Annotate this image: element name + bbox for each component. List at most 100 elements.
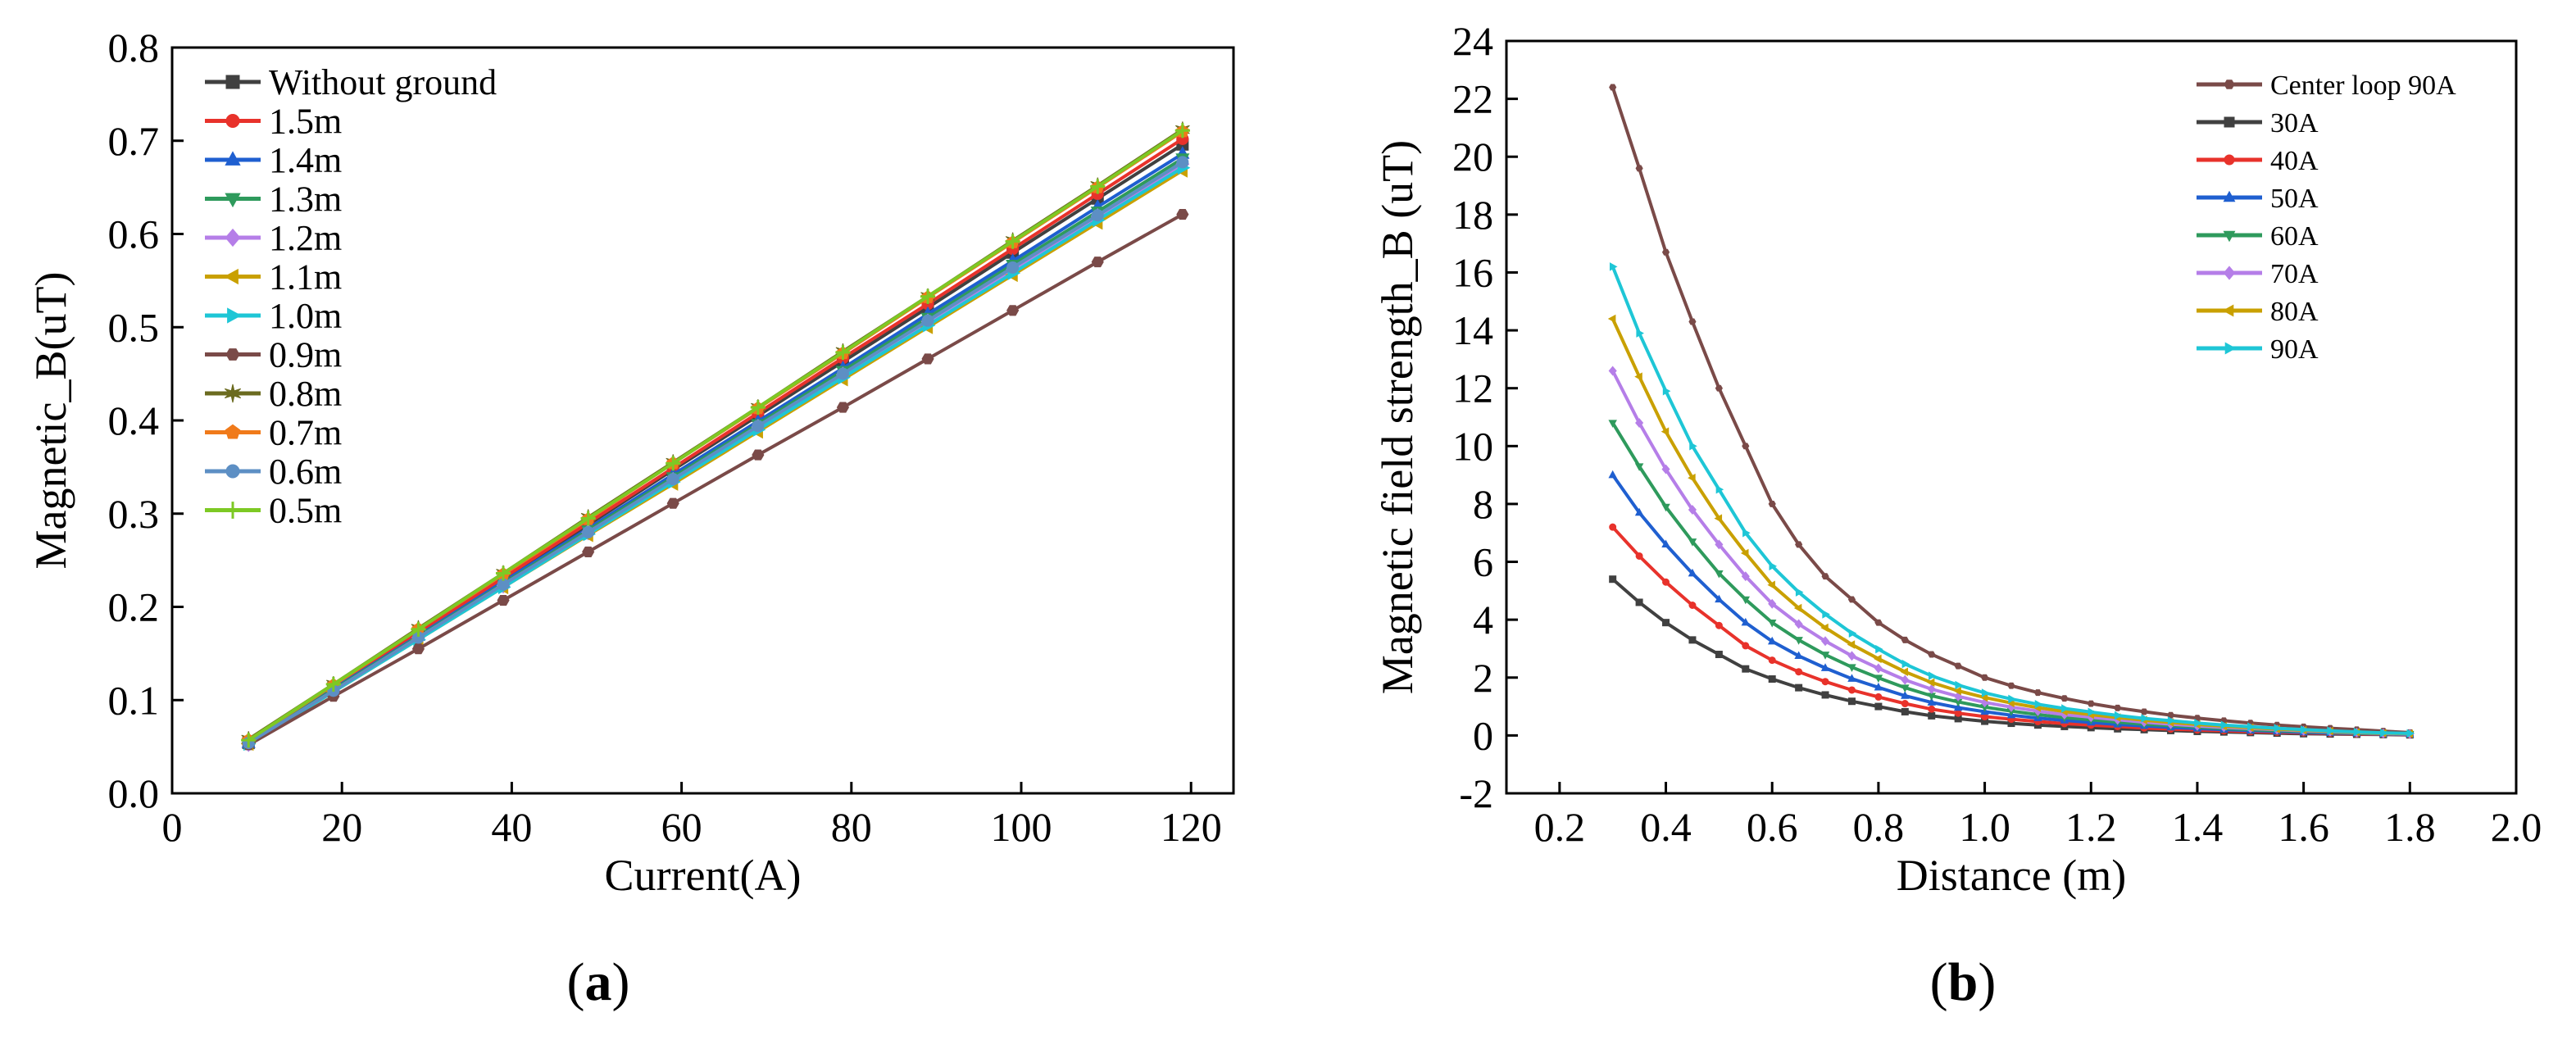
- chart-b-point-90a: [1955, 680, 1963, 690]
- chart-a-x-tick-label: 60: [661, 804, 702, 850]
- chart-b-point-90a: [1981, 688, 1990, 697]
- chart-b-point-70a: [1847, 651, 1856, 661]
- chart-a-point-0-9m: [1091, 257, 1104, 268]
- chart-b-point-70a: [1927, 683, 1936, 694]
- chart-b-y-tick-label: 16: [1452, 249, 1493, 295]
- chart-b-point-40a: [1635, 552, 1643, 560]
- chart-a-legend-marker-1-5m: [225, 114, 240, 128]
- chart-a-legend-marker-1-1m: [224, 268, 239, 285]
- chart-b-y-tick-label: 18: [1452, 192, 1493, 238]
- chart-a-legend-marker-1-3m: [225, 193, 241, 208]
- chart-b-point-60a: [1874, 674, 1883, 683]
- chart-b-x-tick-label: 2.0: [2491, 804, 2542, 850]
- chart-b-point-30a: [1928, 711, 1936, 720]
- chart-b-point-center-loop-90a: [1954, 662, 1962, 670]
- chart-b-point-80a: [1714, 514, 1723, 523]
- chart-a-y-tick-label: 0.6: [108, 211, 160, 257]
- chart-a: 0 20 40 60 80 100 120 0.0 0.1 0.2 0.3 0.4 0.5 0.6 0.7 0…: [26, 25, 1235, 900]
- chart-b-point-80a: [1820, 623, 1829, 633]
- panel-label-b-close: ): [1978, 952, 1996, 1012]
- chart-b-point-90a: [2327, 726, 2335, 735]
- chart-b-point-80a: [1661, 427, 1670, 436]
- chart-a-point-0-9m: [582, 546, 595, 557]
- chart-b-point-30a: [1821, 691, 1829, 699]
- chart-a-legend-label-0-9m: 0.9m: [269, 335, 342, 375]
- chart-b-point-40a: [1847, 686, 1856, 694]
- chart-b-legend-marker-center-loop-90a: [2224, 79, 2235, 89]
- panel-label-b: (b): [1930, 952, 1997, 1012]
- chart-b-point-60a: [1715, 570, 1724, 579]
- chart-b-point-80a: [1926, 678, 1935, 688]
- chart-b-point-50a: [1661, 539, 1670, 548]
- chart-a-x-tick-label: 20: [321, 804, 362, 850]
- chart-b-y-tick-label: 4: [1473, 597, 1493, 643]
- chart-b-point-50a: [1927, 697, 1936, 706]
- chart-b-point-30a: [1901, 707, 1909, 715]
- chart-b-frame: [1505, 39, 2518, 795]
- panel-label-a-letter: a: [585, 952, 612, 1012]
- chart-b-point-90a: [2406, 729, 2415, 738]
- chart-b-point-70a: [1741, 571, 1750, 582]
- chart-b-series-center-loop-90a: [1609, 84, 2414, 736]
- chart-a-point-0-9m: [752, 449, 765, 461]
- chart-a-legend-label-0-6m: 0.6m: [269, 452, 342, 492]
- chart-a-series-1-0m: [243, 161, 1191, 752]
- chart-b-point-40a: [1954, 709, 1962, 717]
- chart-b-point-90a: [2220, 720, 2229, 729]
- chart-b-point-50a: [1953, 702, 1963, 711]
- chart-a-point-0-6m: [666, 473, 679, 486]
- chart-b-legend-marker-40a: [2224, 154, 2235, 166]
- panel-label-b-letter: b: [1948, 952, 1979, 1012]
- chart-b-point-50a: [1767, 636, 1777, 645]
- chart-b-line-80a: [1611, 318, 2410, 736]
- chart-b-point-90a: [1662, 386, 1671, 396]
- chart-b-point-50a: [1901, 691, 1910, 699]
- chart-b-point-50a: [1847, 674, 1856, 682]
- chart-b-legend-label-80a: 80A: [2270, 297, 2319, 327]
- chart-b-point-50a: [1608, 470, 1617, 479]
- chart-b-legend-label-90a: 90A: [2270, 334, 2319, 365]
- chart-a-series-0-9m: [242, 209, 1189, 751]
- chart-b-y-tick-label: 14: [1452, 307, 1493, 353]
- chart-b-point-center-loop-90a: [1688, 318, 1697, 325]
- chart-b-legend-marker-50a: [2223, 190, 2236, 202]
- chart-b-point-40a: [1795, 668, 1803, 676]
- chart-b-legend-marker-30a: [2224, 116, 2235, 128]
- chart-b-point-90a: [2141, 714, 2149, 723]
- chart-b-point-40a: [1662, 578, 1670, 586]
- chart-b-point-center-loop-90a: [1901, 636, 1909, 643]
- chart-b-y-tick-label: 24: [1452, 18, 1493, 64]
- panel-label-a: (a): [567, 952, 630, 1012]
- chart-b-point-90a: [2353, 727, 2362, 737]
- chart-b-point-30a: [1715, 651, 1723, 659]
- chart-b-point-80a: [1847, 640, 1856, 649]
- chart-b-legend-label-50a: 50A: [2270, 184, 2319, 214]
- chart-b-point-center-loop-90a: [2060, 695, 2069, 702]
- chart-b-point-90a: [2300, 725, 2309, 734]
- chart-b-y-tick-label: 12: [1452, 366, 1493, 411]
- chart-b-point-30a: [1847, 697, 1856, 706]
- chart-a-y-tick-label: 0.7: [108, 118, 160, 164]
- chart-a-xlabel: Current(A): [605, 851, 802, 900]
- chart-b-point-center-loop-90a: [1795, 541, 1803, 548]
- chart-a-legend-label-1-1m: 1.1m: [269, 257, 342, 297]
- chart-a-point-0-5m: [666, 456, 681, 471]
- chart-b-point-80a: [1900, 667, 1909, 676]
- chart-a-point-0-6m: [752, 420, 765, 433]
- chart-a-legend-marker-1-0m: [227, 307, 242, 324]
- chart-a-line-0-5m: [248, 129, 1184, 742]
- chart-a-legend: Without ground1.5m1.4m1.3m1.2m1.1m1.0m0.…: [205, 62, 497, 531]
- chart-b-point-40a: [1715, 621, 1723, 629]
- chart-a-line-0-9m: [248, 212, 1184, 747]
- chart-a-point-0-6m: [1091, 209, 1104, 222]
- chart-b-point-80a: [1767, 580, 1775, 590]
- chart-b-point-30a: [1768, 675, 1776, 683]
- chart-a-point-0-9m: [836, 402, 850, 413]
- chart-a-legend-label-0-8m: 0.8m: [269, 374, 342, 414]
- chart-b-point-90a: [2088, 707, 2097, 717]
- chart-b-point-90a: [2247, 722, 2256, 732]
- chart-b-point-60a: [1688, 538, 1697, 547]
- chart-b-point-30a: [1795, 683, 1803, 692]
- chart-a-series-0-6m: [242, 156, 1189, 750]
- chart-b-point-center-loop-90a: [1609, 84, 1617, 91]
